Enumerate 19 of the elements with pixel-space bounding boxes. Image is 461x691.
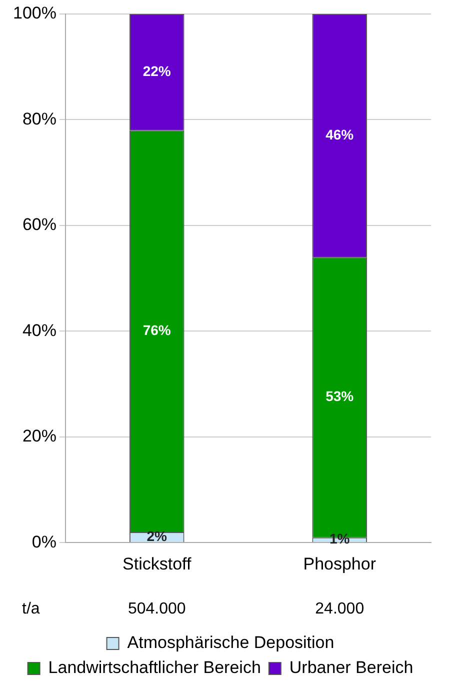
- text: 24.000: [315, 600, 364, 618]
- y-tick-label: 0%: [32, 532, 56, 552]
- x-tick-label: Stickstoff: [122, 554, 192, 574]
- y-tick-label: 20%: [22, 426, 56, 446]
- data-label: 53%: [326, 388, 354, 404]
- y-tick-label: 60%: [22, 215, 56, 234]
- data-label: 22%: [142, 63, 172, 80]
- data-label: 2%: [146, 528, 168, 544]
- data-label: 46%: [326, 126, 354, 142]
- legend-label: Landwirtschaftlicher Bereich: [48, 658, 261, 678]
- x-tick-label: Phosphor: [303, 554, 376, 574]
- data-label: 76%: [142, 322, 172, 338]
- y-tick-label: 100%: [12, 4, 56, 23]
- legend-label: Atmosphärische Deposition: [127, 633, 334, 652]
- y-tick-label: 40%: [22, 320, 56, 340]
- text: 504.000: [128, 600, 186, 618]
- text: t/a: [22, 600, 40, 618]
- y-tick-label: 80%: [22, 109, 56, 128]
- legend-label: Urbaner Bereich: [289, 658, 414, 678]
